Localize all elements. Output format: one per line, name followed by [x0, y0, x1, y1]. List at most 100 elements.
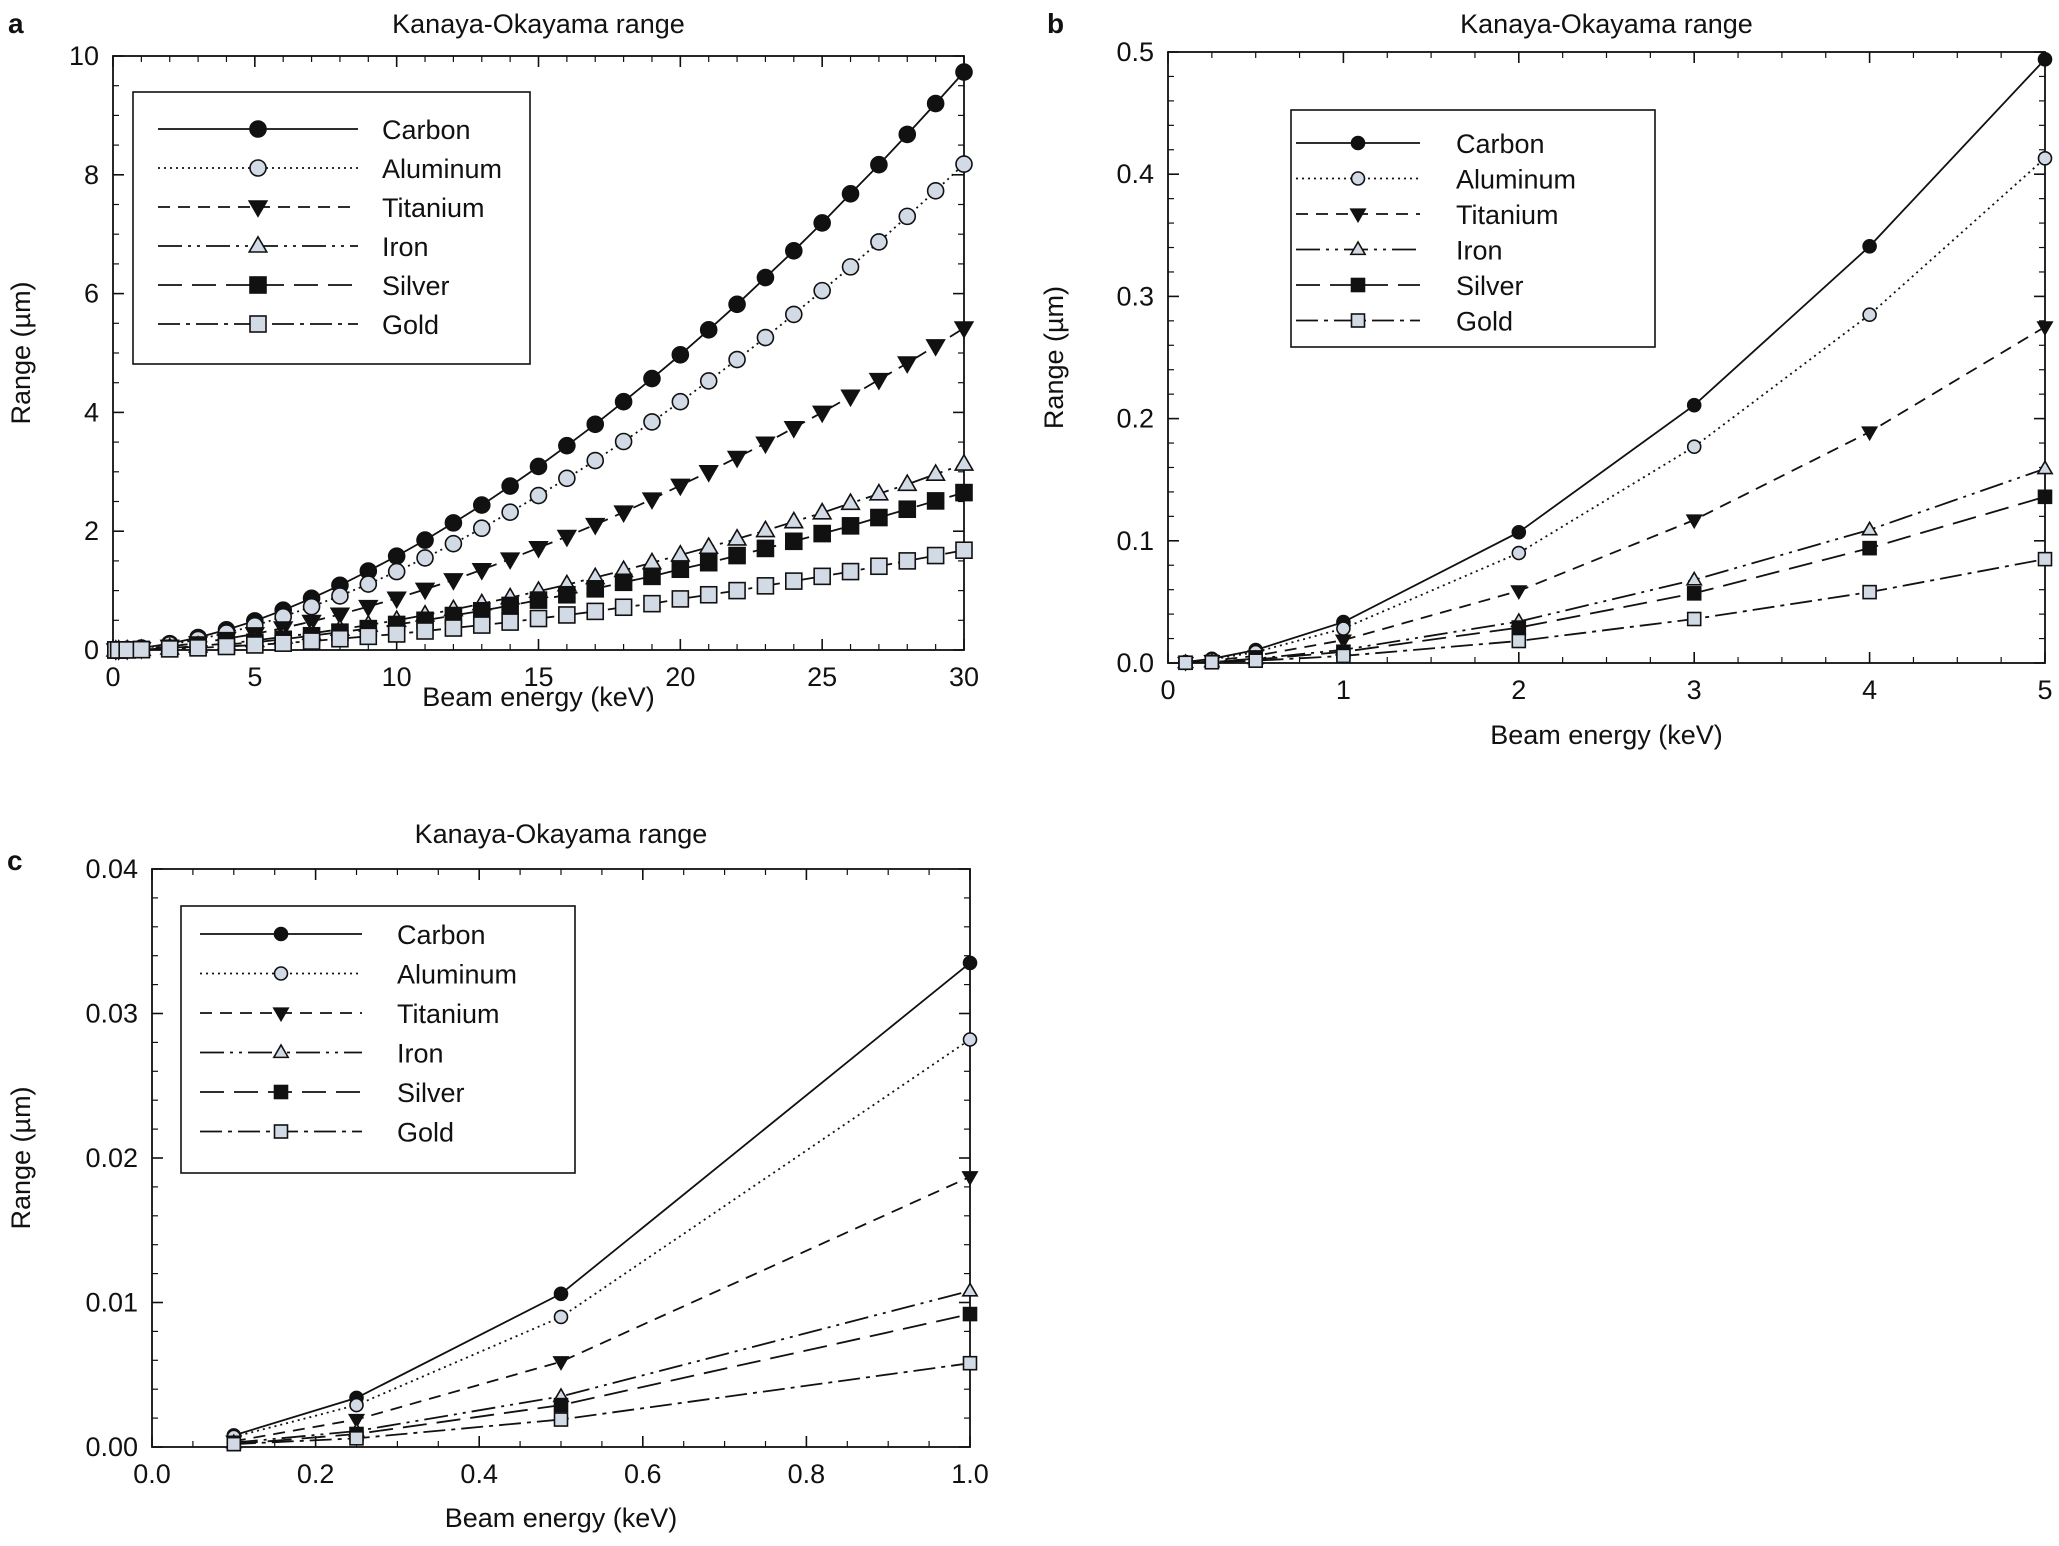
data-point-titanium [961, 1171, 979, 1186]
data-point-silver [813, 524, 831, 543]
data-point-aluminum [302, 597, 321, 616]
chart-panel-c: c Kanaya-Okayama range 0.0 0.2 0.4 0.6 0.8 1.0 0… [6, 819, 989, 1533]
data-point-silver [962, 1306, 978, 1322]
series-line-titanium [233, 1175, 971, 1443]
data-point-silver [926, 492, 945, 510]
x-tick-label: 15 [523, 662, 553, 692]
data-point-aluminum [444, 534, 463, 553]
data-point-silver [1511, 620, 1527, 635]
data-point-silver [898, 500, 917, 519]
data-point-aluminum [586, 451, 605, 470]
data-point-aluminum [501, 503, 519, 521]
x-tick-label: 4 [1862, 675, 1877, 705]
data-point-silver [699, 553, 718, 572]
data-point-titanium [471, 563, 492, 581]
data-point-silver [614, 573, 633, 592]
legend-marker [273, 1124, 289, 1139]
legend-marker [1350, 171, 1366, 186]
legend-marker [1350, 135, 1366, 151]
data-point-aluminum [614, 432, 633, 451]
x-tick-label: 0.8 [788, 1459, 826, 1489]
data-point-gold [614, 598, 633, 617]
data-point-carbon [2037, 52, 2053, 67]
legend-label: Silver [397, 1078, 465, 1108]
data-point-aluminum [813, 281, 831, 300]
data-point-gold [955, 541, 973, 560]
data-point-titanium [1861, 426, 1879, 442]
data-point-carbon [444, 514, 463, 532]
data-point-titanium [641, 492, 663, 510]
data-point-aluminum [349, 1397, 364, 1413]
data-point-gold [444, 619, 463, 637]
data-point-silver [728, 546, 746, 565]
y-tick-label: 8 [84, 160, 99, 190]
data-point-carbon [416, 531, 434, 549]
data-point-iron [755, 519, 776, 538]
legend-marker [1349, 208, 1367, 224]
x-axis-label: Beam energy (keV) [422, 682, 655, 712]
data-point-iron [953, 453, 975, 471]
data-point-titanium [670, 478, 691, 497]
x-tick-label: 20 [665, 662, 695, 692]
legend-marker [249, 120, 267, 138]
data-point-carbon [553, 1286, 569, 1302]
legend-marker [273, 926, 289, 942]
y-tick-label: 6 [84, 279, 99, 309]
data-point-iron [698, 536, 719, 555]
data-point-aluminum [472, 519, 491, 538]
data-point-aluminum [553, 1309, 569, 1325]
data-point-gold [302, 632, 321, 650]
y-tick-label: 0.04 [85, 854, 138, 884]
data-point-gold [349, 1431, 364, 1446]
data-point-aluminum [387, 562, 406, 581]
legend-label: Carbon [382, 115, 471, 145]
data-point-aluminum [962, 1032, 978, 1047]
data-point-gold [1204, 654, 1220, 670]
data-point-aluminum [671, 392, 690, 411]
legend-marker [1350, 277, 1366, 293]
data-point-iron [1685, 570, 1703, 586]
legend-marker [272, 1007, 290, 1023]
series-line-carbon [233, 962, 971, 1437]
x-tick-label: 1.0 [951, 1459, 989, 1489]
data-point-aluminum [728, 350, 746, 369]
data-point-silver [955, 483, 973, 502]
x-tick-label: 5 [247, 662, 262, 692]
data-point-gold [1511, 633, 1527, 649]
x-tick-label: 1 [1336, 675, 1351, 705]
legend-box [1290, 109, 1656, 348]
data-point-titanium [358, 599, 379, 618]
x-tick-label: 0 [105, 662, 120, 692]
data-point-aluminum [955, 155, 973, 173]
data-point-carbon [501, 477, 519, 495]
x-axis-label: Beam energy (keV) [445, 1503, 678, 1533]
x-tick-label: 0.6 [624, 1459, 662, 1489]
legend: Carbon Aluminum Titanium Iron Silver Gold [132, 91, 531, 365]
x-tick-label: 3 [1687, 675, 1702, 705]
data-point-carbon [841, 185, 860, 203]
legend-label: Silver [1456, 271, 1524, 301]
data-point-titanium [726, 450, 748, 469]
series-line-silver [233, 1313, 971, 1445]
data-point-silver [643, 567, 661, 586]
data-point-aluminum [870, 233, 888, 251]
data-point-titanium [585, 517, 606, 536]
data-point-titanium [953, 321, 975, 339]
y-tick-label: 0.02 [85, 1143, 138, 1173]
legend-marker [249, 159, 267, 177]
data-point-gold [246, 636, 264, 654]
data-point-gold [416, 622, 434, 640]
data-point-silver [756, 539, 775, 558]
x-tick-label: 10 [382, 662, 412, 692]
data-point-silver [553, 1397, 569, 1413]
y-tick-label: 4 [84, 397, 99, 427]
data-point-iron [840, 492, 861, 511]
data-point-iron [811, 501, 833, 520]
y-tick-label: 0.03 [85, 999, 138, 1029]
legend-label: Aluminum [1456, 165, 1576, 195]
data-point-aluminum [529, 486, 548, 505]
legend-box [180, 905, 576, 1174]
legend-label: Iron [382, 232, 429, 262]
data-point-aluminum [359, 575, 378, 593]
